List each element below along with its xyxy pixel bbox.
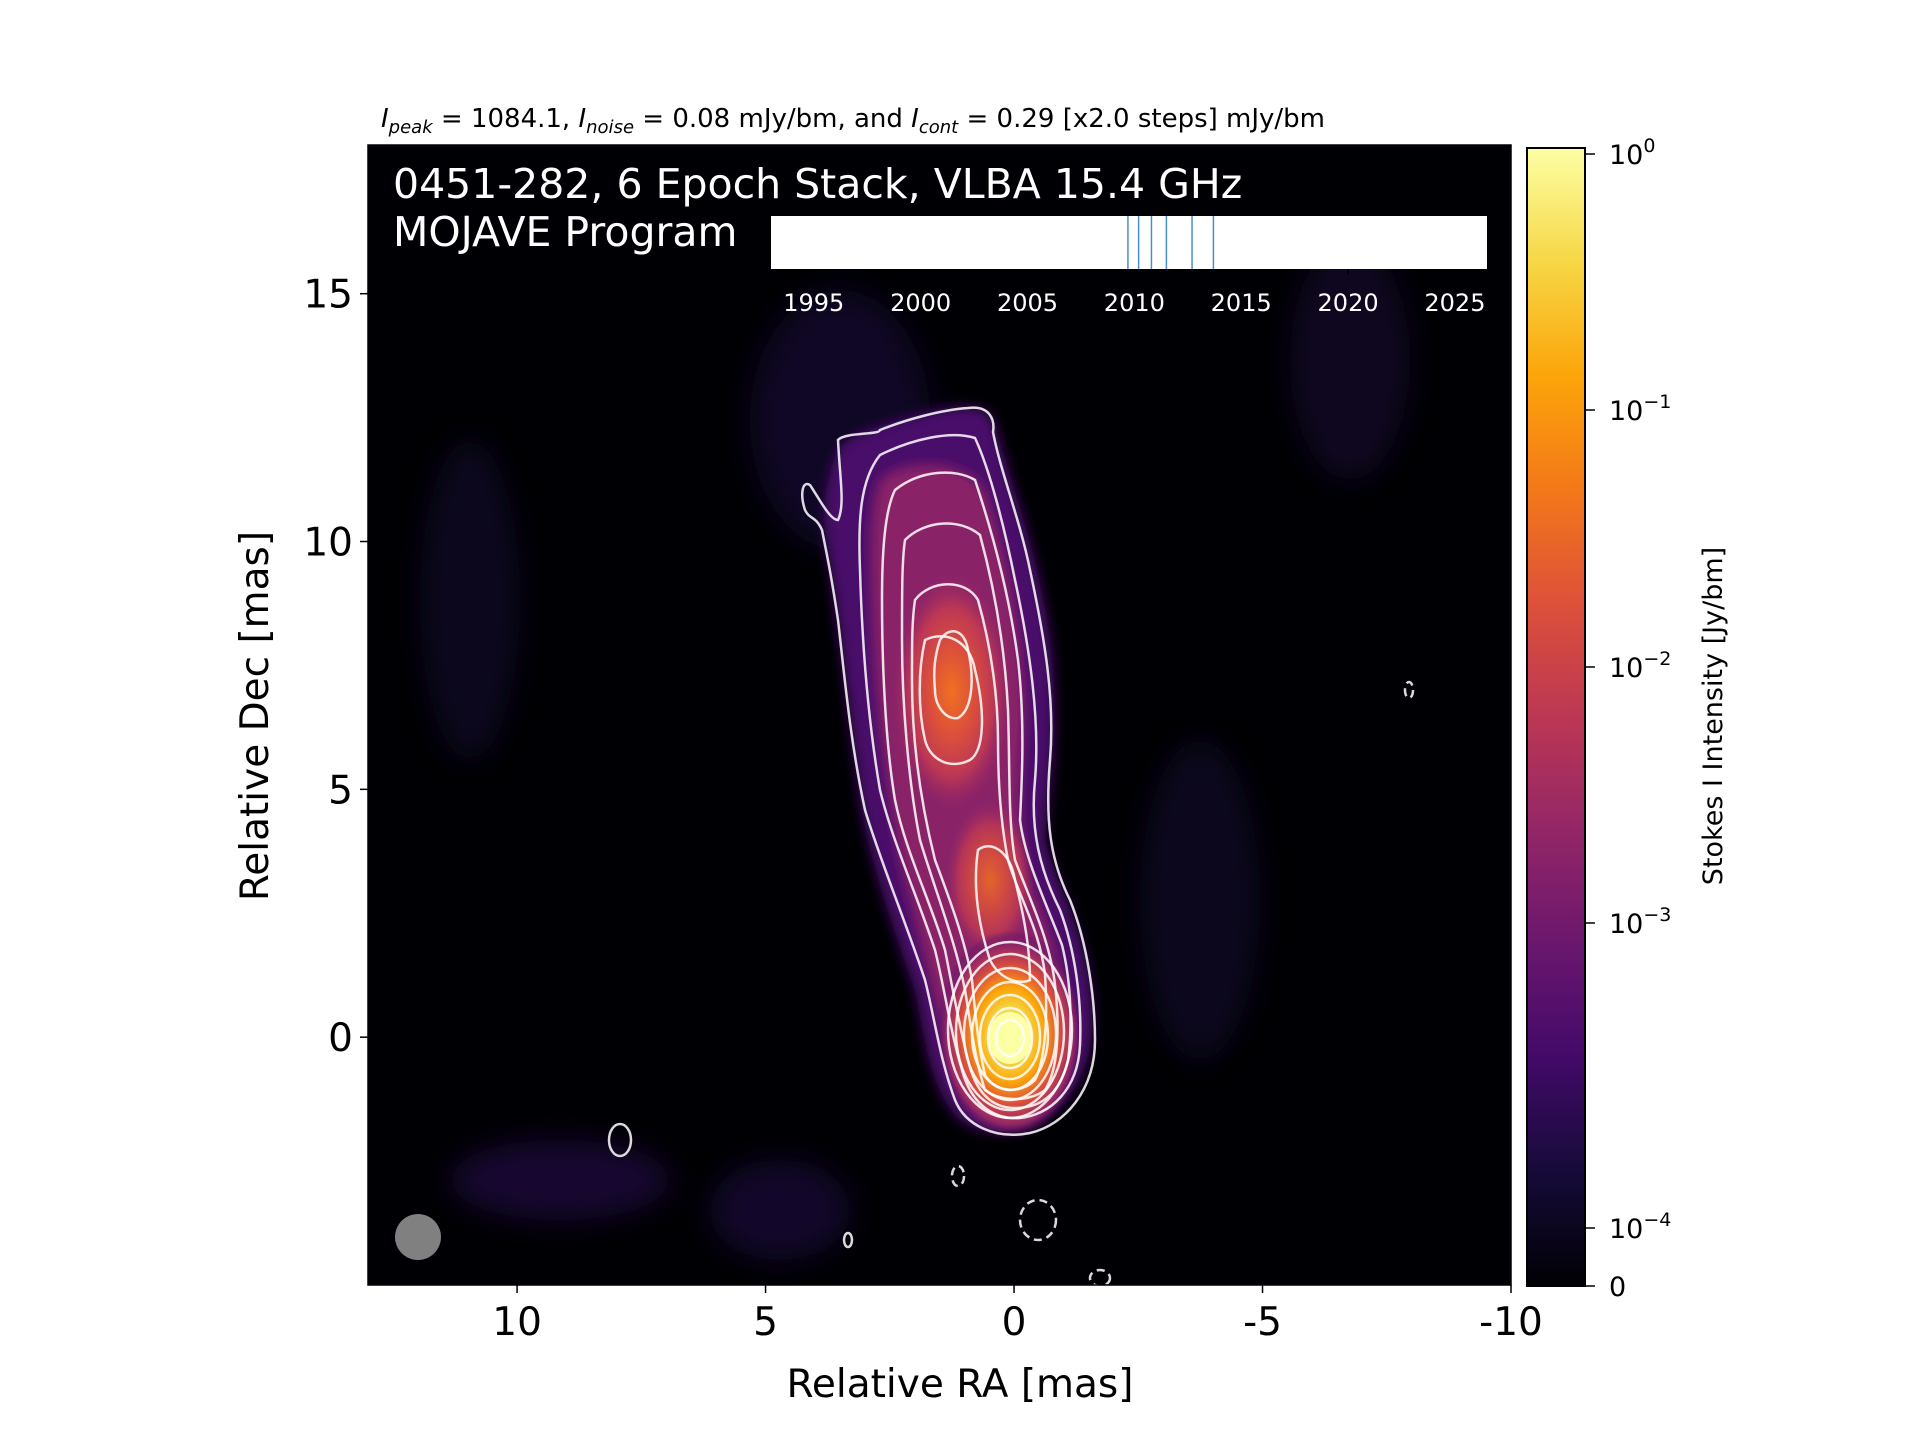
- timeline-tick-label: 1995: [783, 289, 844, 317]
- x-axis-label: Relative RA [mas]: [787, 1362, 1134, 1407]
- colorbar-ticks: 100 10−1 10−2 10−3 10−4 0: [1585, 135, 1671, 1303]
- contour-12: [970, 980, 1050, 1092]
- contour-8: [974, 845, 1032, 984]
- y-tick-label: 15: [303, 273, 353, 318]
- contour-7: [932, 630, 973, 720]
- colorbar: 100 10−1 10−2 10−3 10−4 0 Stokes I Intensity …: [1526, 135, 1729, 1303]
- contour-3: [880, 471, 1072, 1110]
- jet-knot: [892, 572, 1012, 812]
- image-title-line1: 0451-282, 6 Epoch Stack, VLBA 15.4 GHz: [393, 160, 1242, 208]
- contour-2: [858, 433, 1082, 1120]
- y-axis: 0 5 10 15: [303, 273, 368, 1061]
- plot-frame: [367, 144, 1512, 1286]
- y-tick-label: 0: [328, 1016, 353, 1061]
- neg-contour-4: [1403, 680, 1415, 700]
- neg-contour-1: [950, 1164, 966, 1188]
- colorbar-tick-label: 10−3: [1609, 904, 1671, 940]
- neg-contour-2: [1018, 1198, 1058, 1242]
- timeline-tick-label: 2005: [997, 289, 1058, 317]
- contour-10: [954, 952, 1066, 1112]
- colorbar-label: Stokes I Intensity [Jy/bm]: [1698, 547, 1729, 885]
- y-axis-label: Relative Dec [mas]: [233, 531, 278, 901]
- image-title-line2: MOJAVE Program: [393, 208, 737, 256]
- contours: [607, 406, 1097, 1249]
- x-tick-label: 10: [492, 1300, 542, 1345]
- colorbar-tick-label: 0: [1609, 1272, 1626, 1303]
- x-tick-label: 5: [753, 1300, 778, 1345]
- timeline-tick-label: 2000: [890, 289, 951, 317]
- colorbar-fill: [1527, 148, 1585, 1286]
- timeline-tick-label: 2010: [1104, 289, 1165, 317]
- contour-11: [962, 966, 1058, 1102]
- beam-ellipse: [395, 1214, 441, 1260]
- colorbar-tick-label: 10−2: [1609, 648, 1671, 684]
- x-tick-label: 0: [1002, 1300, 1027, 1345]
- epoch-lines: [1127, 216, 1215, 269]
- colorbar-tick-label: 10−4: [1609, 1209, 1671, 1245]
- noise-streaks: [420, 240, 1410, 1260]
- contour-isolated-2: [842, 1231, 854, 1249]
- timeline-tick-label: 2015: [1211, 289, 1272, 317]
- contour-1: [801, 406, 1097, 1136]
- contour-14: [986, 1006, 1034, 1070]
- neg-contour-3: [1088, 1268, 1112, 1285]
- epoch-timeline: 1995 2000 2005 2010 2015 2020 2025: [771, 216, 1487, 317]
- timeline-tick-label: 2020: [1318, 289, 1379, 317]
- timeline-tick-label: 2025: [1424, 289, 1485, 317]
- timeline-box: [771, 216, 1487, 269]
- contour-isolated: [607, 1122, 633, 1158]
- colorbar-tick-label: 100: [1609, 135, 1655, 171]
- x-axis: 10 5 0 -5 -10: [492, 1285, 1543, 1345]
- colorbar-frame: [1526, 147, 1586, 1287]
- timeline-ticks: 1995 2000 2005 2010 2015 2020 2025: [783, 269, 1485, 317]
- y-tick-label: 10: [303, 521, 353, 566]
- contour-15: [994, 1018, 1026, 1058]
- x-tick-label: -5: [1243, 1300, 1282, 1345]
- contour-13: [978, 993, 1042, 1081]
- contour-9: [946, 940, 1074, 1120]
- x-tick-label: -10: [1479, 1300, 1543, 1345]
- contour-5: [910, 583, 1048, 1091]
- negative-contours: [950, 680, 1415, 1285]
- colorbar-tick-label: 10−1: [1609, 391, 1671, 427]
- plot-area: 0451-282, 6 Epoch Stack, VLBA 15.4 GHz M…: [368, 145, 1511, 1285]
- y-tick-label: 5: [328, 768, 353, 813]
- header-stats: Ipeak = 1084.1, Inoise = 0.08 mJy/bm, an…: [381, 104, 1325, 138]
